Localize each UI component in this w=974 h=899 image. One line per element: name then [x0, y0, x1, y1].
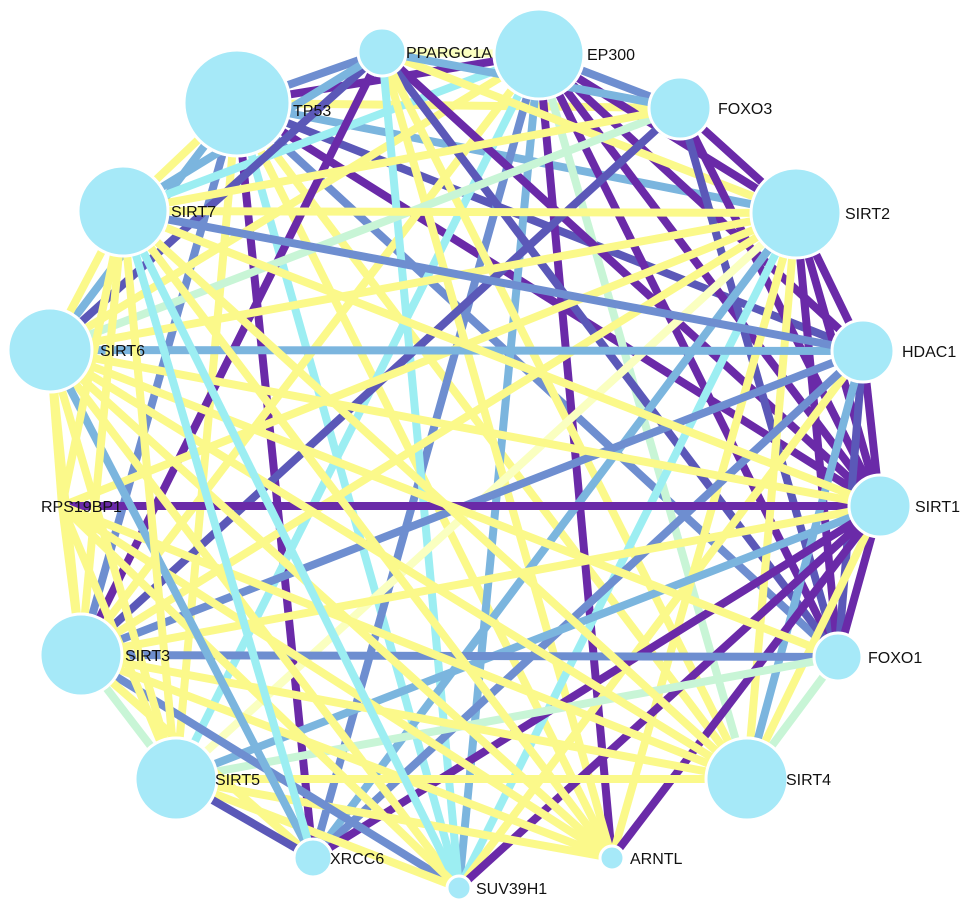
node-label-sirt3: SIRT3 — [125, 648, 170, 665]
edge-sirt2-sirt4 — [743, 212, 800, 780]
node-label-hdac1: HDAC1 — [902, 344, 956, 361]
edge-ppargc1a-sirt2 — [380, 48, 798, 217]
edge-xrcc6-sirt7 — [119, 209, 317, 860]
edge-sirt4-rps19bp1 — [60, 502, 749, 783]
edge-sirt4-sirt3 — [80, 651, 748, 783]
edge-sirt2-sirt7 — [122, 207, 797, 217]
edge-foxo3-sirt1 — [676, 106, 884, 508]
node-label-ppargc1a: PPARGC1A — [406, 45, 492, 62]
node-label-foxo3: FOXO3 — [718, 101, 772, 118]
edge-hdac1-sirt4 — [743, 349, 867, 781]
edge-sirt2-rps19bp1 — [60, 209, 798, 510]
node-label-sirt1: SIRT1 — [915, 499, 960, 516]
node-hdac1[interactable] — [830, 318, 896, 384]
node-label-sirt4: SIRT4 — [786, 772, 831, 789]
edge-sirt2-foxo1 — [792, 212, 842, 658]
node-suv39h1[interactable] — [445, 874, 473, 899]
edge-sirt2-sirt3 — [78, 209, 799, 659]
node-label-sirt5: SIRT5 — [215, 772, 260, 789]
node-label-tp53: TP53 — [293, 103, 331, 120]
edge-sirt1-suv39h1 — [456, 503, 883, 891]
edge-ep300-xrcc6 — [309, 52, 543, 860]
edge-foxo3-sirt7 — [122, 104, 681, 215]
node-ep300[interactable] — [492, 7, 586, 101]
edge-suv39h1-sirt5 — [174, 775, 461, 892]
node-sirt2[interactable] — [749, 166, 843, 260]
edge-hdac1-sirt6 — [49, 346, 864, 355]
edge-tp53-sirt5 — [172, 102, 241, 780]
label-layer: PPARGC1A EP300 FOXO3 SIRT2 HDAC1 SIRT1 FOXO1 SI… — [41, 45, 960, 898]
edge-sirt1-sirt3 — [80, 502, 881, 659]
node-foxo3[interactable] — [647, 75, 713, 141]
edge-suv39h1-sirt7 — [119, 209, 463, 890]
node-label-foxo1: FOXO1 — [868, 650, 922, 667]
edge-ep300-sirt7 — [121, 50, 541, 215]
edge-ppargc1a-arntl — [378, 50, 616, 860]
edge-sirt1-arntl — [608, 503, 884, 861]
edge-xrcc6-sirt6 — [46, 348, 317, 860]
node-arntl[interactable] — [598, 844, 626, 872]
edge-sirt4-sirt7 — [120, 208, 750, 782]
edge-ep300-hdac1 — [536, 51, 866, 354]
node-sirt1[interactable] — [847, 473, 913, 539]
node-sirt4[interactable] — [704, 736, 790, 822]
node-label-xrcc6: XRCC6 — [330, 851, 384, 868]
edge-sirt1-sirt4 — [743, 504, 884, 781]
edge-sirt2-sirt6 — [49, 209, 797, 354]
edge-layer — [46, 48, 884, 892]
edge-sirt4-sirt6 — [47, 346, 750, 783]
node-sirt7[interactable] — [76, 164, 170, 258]
node-label-ep300: EP300 — [587, 47, 635, 64]
edge-sirt5-sirt7 — [119, 210, 180, 780]
node-ppargc1a[interactable] — [356, 26, 408, 78]
node-label-suv39h1: SUV39H1 — [476, 881, 547, 898]
edge-arntl-sirt7 — [119, 208, 616, 861]
node-label-sirt2: SIRT2 — [845, 206, 890, 223]
edge-arntl-sirt5 — [175, 775, 613, 862]
node-xrcc6[interactable] — [292, 837, 334, 879]
edge-hdac1-sirt7 — [122, 207, 864, 355]
edge-suv39h1-sirt6 — [46, 347, 463, 891]
node-label-rps19bp1: RPS19BP1 — [41, 499, 122, 516]
edge-ep300-sirt1 — [535, 51, 884, 509]
node-layer — [6, 7, 913, 899]
edge-sirt1-sirt6 — [49, 346, 881, 510]
edge-sirt1-sirt7 — [121, 207, 882, 510]
node-foxo1[interactable] — [812, 631, 864, 683]
node-sirt5[interactable] — [133, 736, 219, 822]
edge-suv39h1-rps19bp1 — [59, 503, 462, 891]
node-sirt3[interactable] — [38, 612, 124, 698]
node-sirt6[interactable] — [6, 306, 94, 394]
node-label-sirt7: SIRT7 — [171, 204, 216, 221]
node-label-arntl: ARNTL — [630, 851, 683, 868]
edge-sirt3-sirt7 — [77, 210, 127, 656]
node-label-sirt6: SIRT6 — [100, 343, 145, 360]
node-tp53[interactable] — [182, 48, 292, 158]
edge-sirt5-sirt6 — [46, 348, 180, 781]
